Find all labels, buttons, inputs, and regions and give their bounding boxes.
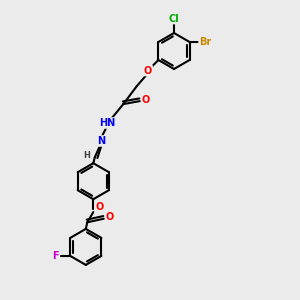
Text: H: H xyxy=(83,151,90,160)
Text: O: O xyxy=(144,65,152,76)
Text: HN: HN xyxy=(99,118,115,128)
Text: Cl: Cl xyxy=(169,14,179,24)
Text: Br: Br xyxy=(199,37,211,47)
Text: F: F xyxy=(52,251,59,261)
Text: O: O xyxy=(142,95,150,105)
Text: N: N xyxy=(97,136,106,146)
Text: O: O xyxy=(95,202,103,212)
Text: O: O xyxy=(106,212,114,222)
